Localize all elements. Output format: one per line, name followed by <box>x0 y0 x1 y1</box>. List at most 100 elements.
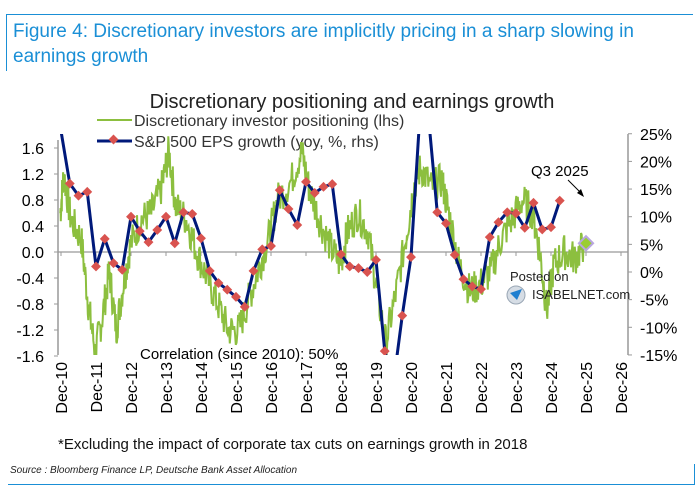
eps-point <box>309 187 320 198</box>
eps-point <box>283 204 294 214</box>
eps-point <box>441 218 451 229</box>
right-tick-label: 20% <box>640 154 672 171</box>
x-tick-label: Dec-12 <box>124 362 141 414</box>
eps-point <box>161 211 171 222</box>
eps-point <box>292 220 303 230</box>
chart-title: Discretionary positioning and earnings g… <box>150 91 555 113</box>
eps-point <box>152 225 163 235</box>
x-tick-label: Dec-10 <box>54 362 71 414</box>
footnote: *Excluding the impact of corporate tax c… <box>58 436 528 453</box>
eps-point <box>187 208 198 219</box>
eps-point <box>196 233 206 244</box>
x-tick-label: Dec-16 <box>264 362 281 414</box>
source-note: Source : Bloomberg Finance LP, Deutsche … <box>8 464 695 485</box>
eps-point <box>502 207 513 218</box>
right-tick-label: 15% <box>640 182 672 199</box>
eps-point <box>91 261 101 272</box>
right-tick-label: -5% <box>640 293 668 310</box>
right-tick-label: 0% <box>640 265 663 282</box>
x-tick-label: Dec-19 <box>369 362 386 414</box>
left-tick-label: 1.2 <box>22 167 44 184</box>
x-tick-label: Dec-18 <box>334 362 351 414</box>
legend: Discretionary investor positioning (lhs)… <box>97 113 404 151</box>
right-tick-label: -10% <box>640 320 677 337</box>
x-tick-label: Dec-26 <box>614 362 631 414</box>
latest-point-marker <box>577 234 595 252</box>
right-tick-label: 5% <box>640 237 663 254</box>
watermark-line2: ISABELNET.com <box>532 287 630 302</box>
eps-point <box>82 186 93 197</box>
eps-point <box>222 284 233 295</box>
eps-point <box>99 233 110 244</box>
eps-point <box>554 195 565 206</box>
eps-point <box>178 207 189 218</box>
x-tick-label: Dec-22 <box>474 362 491 414</box>
watermark: Posted on ISABELNET.com <box>506 269 630 305</box>
right-tick-label: 10% <box>640 210 672 227</box>
eps-point <box>134 226 145 237</box>
eps-point <box>511 208 521 219</box>
eps-point <box>274 185 285 196</box>
eps-point <box>546 222 556 233</box>
eps-point <box>239 301 250 312</box>
legend-marker-eps <box>108 134 119 145</box>
q3-arrow-head <box>577 189 584 197</box>
x-tick-label: Dec-21 <box>439 362 456 414</box>
x-tick-label: Dec-13 <box>159 362 176 414</box>
eps-point <box>484 232 495 243</box>
eps-point <box>169 238 180 249</box>
left-tick-label: -1.6 <box>16 349 44 366</box>
eps-point <box>449 249 460 260</box>
eps-point <box>73 190 84 201</box>
eps-point <box>204 265 215 276</box>
figure-title: Figure 4: Discretionary investors are im… <box>6 14 693 71</box>
x-tick-label: Dec-24 <box>544 362 561 414</box>
eps-point <box>336 249 346 260</box>
series-eps-line <box>59 134 562 355</box>
x-tick-label: Dec-25 <box>579 362 596 414</box>
eps-point <box>327 179 338 190</box>
x-tick-label: Dec-15 <box>229 362 246 414</box>
eps-point <box>143 237 154 248</box>
eps-point <box>362 267 373 277</box>
eps-point <box>64 178 75 189</box>
left-tick-label: 1.6 <box>22 141 44 158</box>
eps-point <box>406 252 416 263</box>
plot-area <box>59 134 595 355</box>
eps-point <box>493 217 504 228</box>
eps-point <box>344 261 355 272</box>
eps-point <box>467 281 478 292</box>
x-tick-label: Dec-14 <box>194 362 211 414</box>
eps-point <box>458 274 469 285</box>
eps-point <box>528 197 539 208</box>
eps-point <box>397 310 408 321</box>
eps-point <box>318 181 329 192</box>
eps-point <box>379 346 390 355</box>
eps-point <box>301 176 311 187</box>
eps-point <box>353 263 364 274</box>
eps-point <box>248 265 259 276</box>
legend-label-positioning: Discretionary investor positioning (lhs) <box>134 113 404 130</box>
q3-2025-annotation: Q3 2025 <box>531 163 589 180</box>
eps-point <box>266 241 276 251</box>
eps-point <box>213 278 224 289</box>
eps-point <box>476 284 486 295</box>
left-tick-label: 0.4 <box>22 219 44 236</box>
right-tick-label: 25% <box>640 127 672 144</box>
eps-point <box>432 207 443 218</box>
left-tick-label: -0.8 <box>16 297 44 314</box>
x-tick-label: Dec-11 <box>89 362 106 412</box>
eps-point <box>126 211 136 222</box>
left-tick-label: 0.8 <box>22 193 44 210</box>
right-tick-label: -15% <box>640 348 677 365</box>
eps-point <box>257 244 268 255</box>
left-tick-label: 0.0 <box>22 245 44 262</box>
x-tick-label: Dec-23 <box>509 362 526 414</box>
eps-point <box>519 222 530 233</box>
eps-point <box>231 291 241 302</box>
legend-label-eps: S&P 500 EPS growth (yoy, %, rhs) <box>134 134 379 151</box>
x-tick-label: Dec-20 <box>404 362 421 414</box>
left-tick-label: -1.2 <box>16 323 44 340</box>
eps-point <box>371 254 381 265</box>
x-tick-label: Dec-17 <box>299 362 316 414</box>
